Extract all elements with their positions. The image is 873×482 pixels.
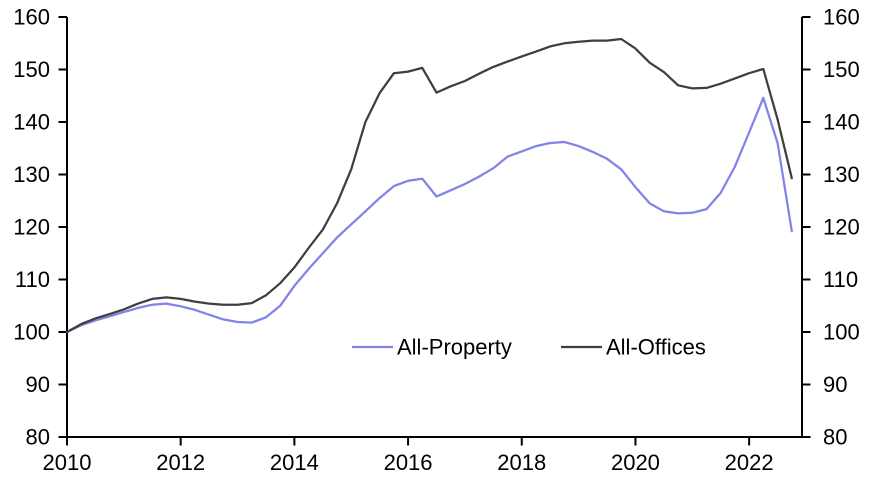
x-axis-tick-label: 2022 [725, 450, 774, 475]
x-axis-tick-label: 2012 [156, 450, 205, 475]
y-axis-tick-label-right: 160 [823, 5, 860, 30]
y-axis-tick-label-right: 100 [823, 320, 860, 345]
y-axis-tick-label-right: 130 [823, 162, 860, 187]
y-axis-tick-label-left: 120 [13, 215, 50, 240]
y-axis-tick-label-left: 90 [26, 372, 50, 397]
y-axis-tick-label-right: 90 [823, 372, 847, 397]
x-axis-tick-label: 2020 [611, 450, 660, 475]
y-axis-tick-label-left: 110 [15, 267, 50, 292]
y-axis-tick-label-left: 100 [13, 320, 50, 345]
y-axis-tick-label-right: 120 [823, 215, 860, 240]
y-axis-tick-label-left: 130 [13, 162, 50, 187]
x-axis-tick-label: 2016 [384, 450, 433, 475]
x-axis-tick-label: 2010 [43, 450, 92, 475]
legend-label-all-property: All-Property [397, 335, 512, 360]
y-axis-tick-label-left: 140 [13, 110, 50, 135]
y-axis-tick-label-right: 140 [823, 110, 860, 135]
y-axis-tick-label-left: 160 [13, 5, 50, 30]
x-axis-tick-label: 2018 [497, 450, 546, 475]
y-axis-tick-label-left: 150 [13, 57, 50, 82]
series-line-all-property [65, 96, 793, 334]
x-axis-tick-label: 2014 [270, 450, 319, 475]
y-axis-tick-label-right: 150 [823, 57, 860, 82]
series-line-all-offices [65, 37, 793, 334]
legend-label-all-offices: All-Offices [606, 335, 706, 360]
y-axis-tick-label-right: 80 [823, 425, 847, 450]
y-axis-tick-label-right: 110 [823, 267, 858, 292]
y-axis-tick-label-left: 80 [26, 425, 50, 450]
